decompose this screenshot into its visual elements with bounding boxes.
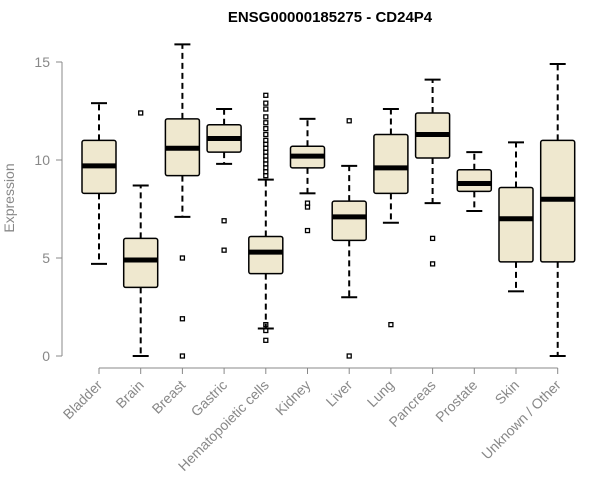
box-group-pancreas <box>414 78 451 267</box>
outlier-point <box>263 120 269 126</box>
box-group-unknown-other <box>539 62 576 357</box>
box-group-hematopoietic-cells <box>248 92 284 343</box>
x-tick-label: Liver <box>323 377 356 410</box>
outlier-point <box>304 200 311 206</box>
box-group-bladder <box>81 102 117 265</box>
outlier-point <box>138 110 144 116</box>
box-group-brain <box>122 110 159 357</box>
outlier-point <box>304 227 311 234</box>
x-tick-label: Brain <box>112 377 146 411</box>
outlier-point <box>221 247 227 253</box>
iqr-box <box>498 186 534 263</box>
x-tick-label: Bladder <box>60 377 106 423</box>
outlier-point <box>429 235 436 242</box>
outlier-point <box>263 106 269 112</box>
x-tick-label: Breast <box>149 377 189 417</box>
chart-title: ENSG00000185275 - CD24P4 <box>228 9 433 26</box>
outlier-point <box>263 131 269 138</box>
y-tick-label: 0 <box>42 348 50 364</box>
iqr-box <box>122 237 159 289</box>
outlier-point <box>263 321 269 328</box>
iqr-box <box>373 133 409 195</box>
iqr-box <box>456 169 493 193</box>
box-group-lung <box>373 108 409 328</box>
x-tick-label: Kidney <box>272 377 314 419</box>
box-group-skin <box>498 141 534 293</box>
outlier-point <box>221 218 227 224</box>
box-group-gastric <box>206 108 242 253</box>
box-group-breast <box>164 43 201 359</box>
y-tick-label: 5 <box>42 250 50 266</box>
outlier-point <box>263 92 269 98</box>
outlier-point <box>263 327 269 334</box>
y-tick-label: 10 <box>34 152 50 168</box>
y-axis-label: Expression <box>1 163 17 232</box>
x-tick-label: Lung <box>364 377 397 410</box>
box-group-prostate <box>456 151 493 212</box>
outlier-point <box>179 353 186 359</box>
box-group-kidney <box>289 117 326 234</box>
box-group-liver <box>331 118 367 359</box>
outlier-point <box>263 337 269 343</box>
outlier-point <box>388 321 394 328</box>
outlier-point <box>346 353 352 359</box>
outlier-point <box>346 118 352 124</box>
x-tick-label: Unknown / Other <box>478 377 564 463</box>
x-tick-label: Prostate <box>432 377 480 425</box>
outlier-point <box>263 100 269 106</box>
y-axis: 0 5 10 15 <box>34 54 63 364</box>
iqr-box <box>248 235 284 275</box>
outlier-point <box>179 316 186 322</box>
outlier-point <box>263 125 269 132</box>
outlier-point <box>263 114 269 120</box>
outlier-point <box>179 255 186 261</box>
outlier-point <box>263 137 269 144</box>
iqr-box <box>331 200 367 242</box>
y-tick-label: 15 <box>34 54 50 70</box>
outlier-point <box>429 261 436 267</box>
plot-marks <box>81 43 576 359</box>
x-tick-label: Skin <box>492 377 523 408</box>
